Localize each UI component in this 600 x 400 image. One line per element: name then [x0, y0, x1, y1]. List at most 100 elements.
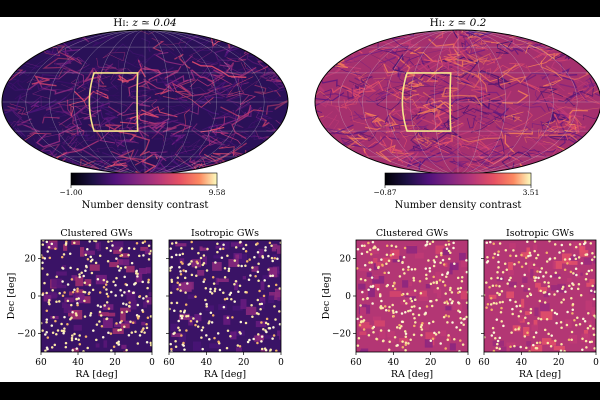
density-patch: [368, 287, 375, 298]
gw-event-point: [205, 269, 209, 272]
gw-event-point: [239, 240, 242, 244]
gw-event-point: [529, 311, 533, 315]
density-patch: [553, 346, 565, 351]
gw-event-point: [225, 346, 229, 350]
gw-event-point: [110, 290, 113, 294]
gw-event-point: [178, 253, 182, 257]
gw-event-point: [372, 246, 375, 250]
gw-event-point: [76, 303, 79, 307]
gw-event-point: [75, 297, 79, 301]
gw-event-point: [51, 331, 55, 334]
filament: [57, 39, 84, 51]
gw-event-point: [460, 321, 463, 324]
gw-event-point: [366, 297, 369, 300]
x-tick-label: 60: [35, 358, 47, 368]
density-patch: [199, 246, 203, 251]
gw-event-point: [584, 339, 588, 343]
gw-event-point: [169, 247, 172, 250]
density-patch: [259, 297, 266, 304]
filament: [432, 42, 461, 52]
gw-event-point: [66, 323, 69, 326]
gw-event-point: [244, 290, 247, 294]
gw-event-point: [227, 269, 231, 273]
gw-event-point: [135, 269, 138, 273]
colorbar-label-high-z: Number density contrast: [395, 200, 522, 211]
gw-event-point: [546, 341, 550, 345]
gw-event-point: [45, 309, 49, 313]
gw-event-point: [170, 255, 174, 259]
density-patch: [526, 247, 530, 256]
gw-event-point: [118, 269, 121, 272]
density-patch: [215, 277, 219, 285]
density-patch: [373, 258, 378, 264]
gw-event-point: [123, 275, 126, 279]
gw-event-point: [458, 350, 461, 352]
gw-event-point: [497, 266, 500, 269]
gw-event-point: [447, 240, 450, 242]
filament: [477, 116, 491, 127]
gw-event-point: [520, 265, 524, 269]
gw-event-point: [504, 249, 508, 252]
gw-event-point: [536, 253, 540, 257]
filament: [136, 48, 180, 65]
filament: [155, 105, 200, 117]
gw-event-point: [226, 329, 230, 333]
x-axis-label: RA [deg]: [391, 369, 433, 380]
filament: [318, 100, 340, 113]
gw-event-point: [428, 270, 432, 273]
gw-event-point: [378, 293, 382, 296]
density-patch: [245, 306, 257, 315]
filament: [71, 147, 100, 160]
density-patch: [269, 292, 281, 300]
gw-event-point: [76, 267, 79, 271]
graticule-high-z: [315, 30, 600, 174]
gw-event-point: [411, 312, 415, 316]
gw-event-point: [276, 257, 279, 261]
filament: [9, 103, 36, 116]
density-patch: [523, 327, 530, 336]
density-patch: [414, 252, 424, 259]
filament: [13, 44, 61, 77]
gw-event-point: [443, 301, 446, 304]
gw-event-point: [379, 304, 383, 308]
gw-event-point: [447, 315, 451, 318]
gw-event-point: [500, 290, 504, 293]
gw-event-point: [127, 253, 130, 257]
gw-event-point: [430, 304, 434, 308]
density-patch: [242, 276, 246, 280]
density-patch: [139, 268, 147, 274]
graticule-meridian: [434, 30, 456, 174]
gw-event-point: [495, 284, 498, 287]
filament: [165, 104, 187, 114]
filament: [118, 59, 139, 83]
panel-title: Clustered GWs: [376, 228, 448, 239]
gw-event-point: [542, 275, 545, 278]
filament: [237, 62, 247, 94]
gw-event-point: [582, 317, 585, 321]
filament: [70, 78, 87, 95]
gw-event-point: [105, 280, 109, 284]
gw-event-point: [66, 299, 70, 303]
gw-event-point: [223, 266, 227, 270]
gw-event-point: [419, 291, 423, 295]
gw-event-point: [174, 339, 177, 343]
gw-event-point: [513, 263, 516, 266]
filament: [231, 104, 252, 140]
density-patch: [375, 262, 382, 267]
gw-event-point: [547, 281, 550, 284]
gw-event-point: [98, 254, 102, 258]
filament: [359, 131, 377, 142]
filament: [472, 139, 487, 154]
density-patch: [205, 305, 214, 311]
filament: [155, 84, 172, 112]
gw-event-point: [180, 247, 183, 250]
gw-event-point: [558, 251, 561, 254]
gw-event-point: [532, 335, 536, 339]
gw-event-point: [585, 272, 589, 276]
gw-event-point: [260, 347, 264, 351]
colorbar-low-z: [70, 172, 218, 186]
gw-event-point: [218, 288, 222, 292]
graticule-meridian: [362, 30, 448, 174]
x-tick-label: 20: [109, 358, 121, 368]
gw-event-point: [387, 271, 390, 275]
